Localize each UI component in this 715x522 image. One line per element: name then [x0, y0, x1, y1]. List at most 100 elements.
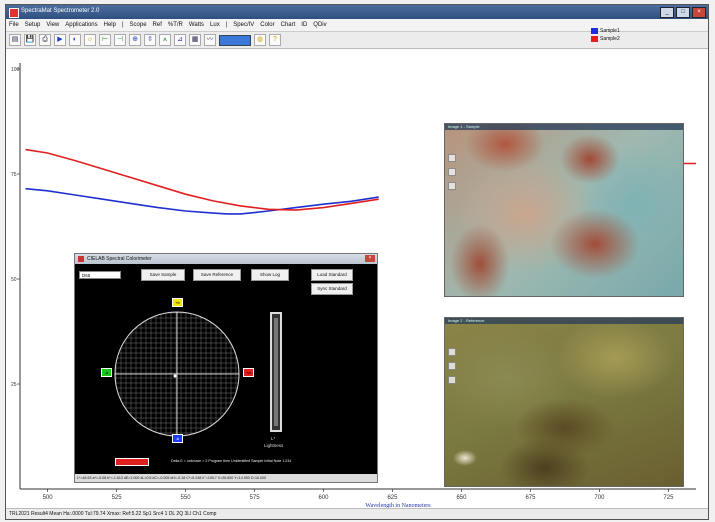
dialog-readout: L*=46.63 a*=-5.08 b*=-1.613 dE=1.000 dL=… — [75, 474, 377, 482]
scale-icon[interactable]: ⇳ — [144, 34, 156, 46]
image-title: Image 2 - Reference — [448, 318, 485, 323]
dialog-title: CIELAB Spectral Colorimeter — [87, 256, 152, 262]
lightness-label: Lightness — [264, 443, 284, 448]
sample-image-window[interactable]: Image 1 - Sample — [444, 123, 684, 297]
image-title-bar — [445, 318, 683, 324]
y-tick-label: 75 — [11, 172, 17, 178]
x-tick-label: 550 — [181, 495, 192, 501]
marker-bottom: -b — [172, 434, 183, 443]
series-line-sample1 — [25, 187, 379, 215]
dialog-icon — [78, 256, 84, 262]
save-sample-button[interactable]: Save Sample — [141, 269, 185, 281]
color-icon[interactable]: ◍ — [254, 34, 266, 46]
menu-item[interactable]: Setup — [24, 22, 41, 28]
x-tick-label: 575 — [250, 495, 261, 501]
toolbar: ▤ 💾 ⎙ ▶ ◐ ☼ ⊢ ⊣ ⊕ ⇳ ⩚ ⊿ ▦ 〰 ◍? — [6, 32, 708, 49]
illuminant-select[interactable]: D65 — [79, 271, 121, 279]
maximize-button[interactable]: □ — [676, 7, 690, 18]
color-swatch-field[interactable] — [219, 34, 251, 46]
menu-item[interactable]: Ref — [152, 22, 162, 28]
legend-item-sample2: Sample2 — [591, 35, 620, 43]
x-tick-label: 625 — [387, 495, 398, 501]
save-icon[interactable]: 💾 — [24, 34, 36, 46]
legend-item-sample1: Sample1 — [591, 27, 620, 35]
colorimeter-dialog: CIELAB Spectral Colorimeter × D65 Save S… — [74, 253, 378, 483]
open-icon[interactable]: ▤ — [9, 34, 21, 46]
dialog-close-button[interactable]: × — [365, 255, 375, 262]
show-log-button[interactable]: Show Log — [251, 269, 289, 281]
marker-right: +a — [243, 368, 254, 377]
menu-item[interactable]: Color — [260, 22, 275, 28]
menu-item[interactable]: Applications — [65, 22, 98, 28]
measure-indicator[interactable] — [115, 458, 149, 466]
image-title: Image 1 - Sample — [448, 124, 480, 129]
dark-icon[interactable]: ◐ — [69, 34, 81, 46]
image-zoom-in-icon[interactable] — [448, 348, 456, 356]
legend-label-sample2: Sample2 — [600, 36, 620, 42]
sync-standard-button[interactable]: Sync Standard — [311, 283, 353, 295]
menu-item[interactable]: Lux — [210, 22, 220, 28]
marker-right-icon[interactable]: ⊣ — [114, 34, 126, 46]
legend-swatch-sample2 — [591, 36, 598, 42]
x-tick-label: 600 — [319, 495, 330, 501]
menu-item[interactable]: View — [46, 22, 60, 28]
spectrum-chart: 500 525 550 575 600 625 650 675 700 725 100 75 50 25 W… — [11, 63, 696, 509]
menu-item[interactable]: QDiv — [313, 22, 327, 28]
x-axis-label: Wavelength in Nanometers — [365, 503, 431, 509]
peak-icon[interactable]: ⩚ — [159, 34, 171, 46]
x-tick-label: 700 — [594, 495, 605, 501]
calc-icon[interactable]: ▦ — [189, 34, 201, 46]
title-bar: SpectraMat Spectrometer 2.0 _ □ × — [6, 5, 708, 19]
x-tick-label: 525 — [112, 495, 123, 501]
color-wheel — [114, 311, 240, 437]
app-window: SpectraMat Spectrometer 2.0 _ □ × File Se… — [5, 4, 709, 520]
bulb-icon[interactable]: ☼ — [84, 34, 96, 46]
menu-item[interactable]: ID — [301, 22, 308, 28]
image-zoom-out-icon[interactable] — [448, 362, 456, 370]
x-tick-label: 725 — [663, 495, 674, 501]
dialog-title-bar: CIELAB Spectral Colorimeter × — [75, 254, 377, 264]
menu-item[interactable]: Spec/IV — [233, 22, 255, 28]
print-icon[interactable]: ⎙ — [39, 34, 51, 46]
area-icon[interactable]: ⊿ — [174, 34, 186, 46]
series-line-sample2 — [25, 148, 379, 211]
window-title: SpectraMat Spectrometer 2.0 — [21, 8, 100, 14]
app-icon — [9, 8, 19, 18]
legend-label-sample1: Sample1 — [600, 28, 620, 34]
help-icon[interactable]: ? — [269, 34, 281, 46]
image-pan-icon[interactable] — [448, 182, 456, 190]
menu-item[interactable]: Scope — [129, 22, 147, 28]
wave-icon[interactable]: 〰 — [204, 34, 216, 46]
y-tick-label: 50 — [11, 277, 17, 283]
zoom-icon[interactable]: ⊕ — [129, 34, 141, 46]
save-reference-button[interactable]: Save Reference — [193, 269, 241, 281]
marker-left: -a — [101, 368, 112, 377]
lightness-bar-fill — [274, 318, 278, 426]
chart-legend: Sample1 Sample2 — [591, 27, 620, 43]
image-pan-icon[interactable] — [448, 376, 456, 384]
dialog-status: Delta E = unknown = 2 Program then Unide… — [171, 459, 292, 463]
marker-left-icon[interactable]: ⊢ — [99, 34, 111, 46]
x-tick-label: 500 — [43, 495, 54, 501]
menu-item[interactable]: Chart — [280, 22, 296, 28]
load-standard-button[interactable]: Load Standard — [311, 269, 353, 281]
menu-item[interactable]: Watts — [188, 22, 205, 28]
menu-item[interactable]: Help — [103, 22, 116, 28]
image-zoom-in-icon[interactable] — [448, 154, 456, 162]
image-zoom-out-icon[interactable] — [448, 168, 456, 176]
play-icon[interactable]: ▶ — [54, 34, 66, 46]
menu-separator: | — [225, 22, 228, 28]
reference-image-window[interactable]: Image 2 - Reference — [444, 317, 684, 487]
image-title-bar — [445, 124, 683, 130]
status-bar: TRL2021 Result4 Mean Ha:.0000 Tul:79.74 … — [6, 508, 708, 519]
close-button[interactable]: × — [692, 7, 706, 18]
menu-separator: | — [121, 22, 124, 28]
marker-top: +b — [172, 298, 183, 307]
lightness-axis-label: L* — [271, 436, 276, 441]
menu-item[interactable]: %T/R — [167, 22, 183, 28]
lightness-bar — [270, 312, 282, 432]
y-tick-label: 100 — [11, 67, 20, 73]
color-point — [173, 374, 177, 378]
menu-item[interactable]: File — [9, 22, 19, 28]
minimize-button[interactable]: _ — [660, 7, 674, 18]
